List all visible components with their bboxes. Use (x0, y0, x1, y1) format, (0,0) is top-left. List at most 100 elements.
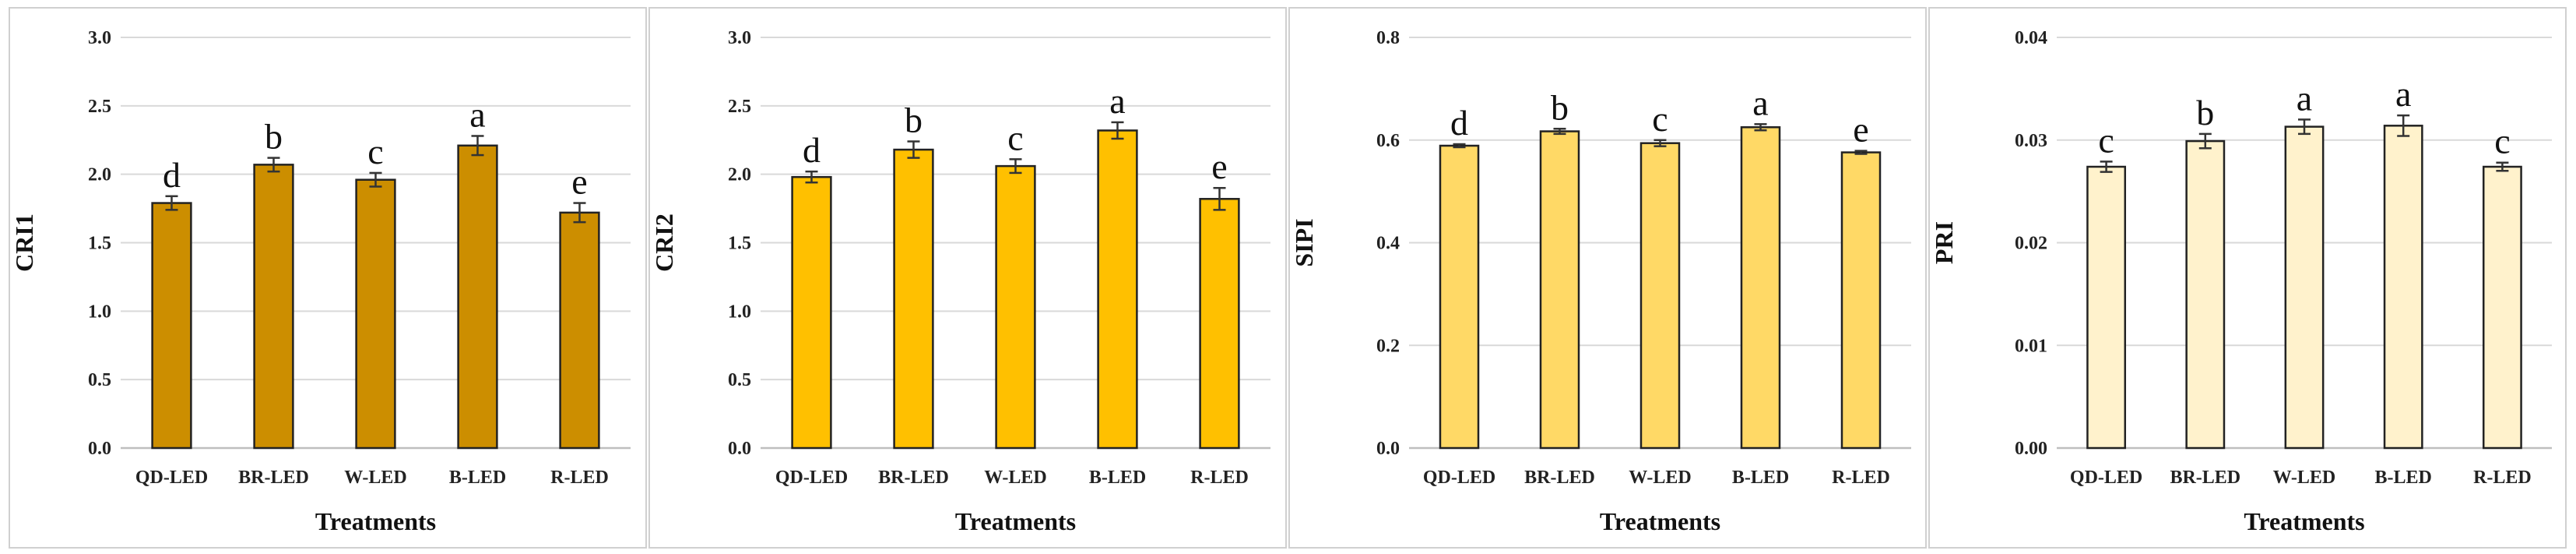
x-tick-label: BR-LED (238, 468, 309, 488)
x-tick-label: B-LED (1732, 468, 1789, 488)
x-axis-title: Treatments (1600, 507, 1720, 535)
significance-label: e (1211, 146, 1227, 186)
y-tick-label: 0.5 (728, 370, 751, 390)
y-tick-label: 3.0 (88, 28, 111, 48)
x-tick-label: QD-LED (1423, 468, 1495, 488)
y-tick-label: 0.8 (1376, 28, 1400, 48)
bar-r-led (1840, 151, 1882, 450)
y-axis-title: CRI2 (650, 213, 678, 272)
significance-label: a (469, 94, 485, 134)
panel-frame (648, 7, 1287, 549)
bar-qd-led (2086, 165, 2127, 450)
x-tick-label: R-LED (1190, 468, 1249, 488)
bar-b-led (2383, 125, 2423, 450)
y-tick-label: 0.6 (1376, 131, 1400, 151)
bar-br-led (2185, 139, 2226, 450)
bar-qd-led (1439, 144, 1480, 450)
x-tick-label: R-LED (2473, 468, 2532, 488)
significance-label: c (2494, 122, 2510, 161)
y-tick-label: 0.01 (2015, 336, 2047, 356)
x-axis-title: Treatments (2244, 507, 2364, 535)
chart-panel-pri: 0.00 0.01 0.02 0.03 0.04 PRI Treatments c QD-LED… (1928, 7, 2567, 549)
y-tick-label: 0.02 (2015, 234, 2047, 254)
chart-panel-cri2: 0.0 0.5 1.0 1.5 2.0 2.5 3.0 CRI2 Treatments d QD-L… (648, 7, 1287, 549)
bar-b-led (457, 144, 498, 450)
x-tick-label: QD-LED (135, 468, 208, 488)
y-tick-label: 2.0 (88, 165, 111, 185)
y-tick-label: 1.0 (88, 302, 111, 322)
y-axis-title: PRI (1930, 221, 1958, 264)
y-tick-label: 0.0 (88, 439, 111, 459)
significance-label: c (1652, 99, 1668, 139)
y-tick-label: 0.4 (1376, 234, 1400, 254)
y-tick-label: 2.0 (728, 165, 751, 185)
y-tick-label: 2.5 (728, 97, 751, 117)
bar-b-led (1097, 129, 1138, 450)
significance-label: c (367, 132, 383, 171)
panel-frame (1928, 7, 2567, 549)
y-tick-label: 0.0 (1376, 439, 1400, 459)
significance-label: a (2297, 78, 2312, 118)
bar-b-led (1740, 126, 1781, 450)
significance-label: b (265, 117, 283, 157)
panel-frame (9, 7, 647, 549)
y-tick-label: 0.00 (2015, 439, 2047, 459)
x-tick-label: QD-LED (775, 468, 848, 488)
x-axis-title: Treatments (315, 507, 436, 535)
y-axis-title: CRI1 (10, 213, 38, 272)
x-tick-label: BR-LED (2170, 468, 2240, 488)
chart-panel-sipi: 0.0 0.2 0.4 0.6 0.8 SIPI Treatments d QD-LED b BR-… (1288, 7, 1927, 549)
significance-label: c (2098, 120, 2114, 160)
x-tick-label: W-LED (984, 468, 1046, 488)
x-tick-label: R-LED (1832, 468, 1890, 488)
y-tick-label: 3.0 (728, 28, 751, 48)
x-tick-label: B-LED (449, 468, 506, 488)
significance-label: b (1551, 87, 1569, 127)
x-tick-label: BR-LED (1524, 468, 1595, 488)
bar-br-led (1539, 130, 1580, 450)
y-tick-label: 1.0 (728, 302, 751, 322)
significance-label: b (2196, 93, 2214, 132)
y-tick-label: 0.5 (88, 370, 111, 390)
x-tick-label: QD-LED (2070, 468, 2142, 488)
bar-w-led (1639, 142, 1681, 450)
significance-label: a (1109, 81, 1125, 121)
significance-label: d (803, 130, 821, 170)
x-tick-label: W-LED (2273, 468, 2335, 488)
y-tick-label: 0.2 (1376, 336, 1400, 356)
y-tick-label: 0.04 (2015, 28, 2047, 48)
bar-r-led (1199, 198, 1240, 450)
x-tick-label: B-LED (2375, 468, 2432, 488)
significance-label: c (1007, 118, 1023, 157)
significance-label: a (1752, 83, 1768, 122)
y-tick-label: 2.5 (88, 97, 111, 117)
bar-w-led (2284, 125, 2325, 450)
bar-w-led (995, 164, 1036, 450)
y-tick-label: 1.5 (88, 234, 111, 254)
bar-br-led (893, 148, 934, 450)
x-tick-label: R-LED (550, 468, 609, 488)
chart-panel-cri1: 0.0 0.5 1.0 1.5 2.0 2.5 3.0 CRI1 Treatments d QD-L… (9, 7, 647, 549)
significance-label: d (163, 155, 181, 195)
significance-label: e (1853, 110, 1868, 150)
bar-r-led (559, 211, 600, 450)
x-axis-title: Treatments (955, 507, 1076, 535)
bar-w-led (355, 178, 396, 450)
panel-frame (1288, 7, 1927, 549)
bar-qd-led (151, 202, 192, 450)
y-tick-label: 0.03 (2015, 131, 2047, 151)
bar-qd-led (791, 175, 832, 450)
bar-r-led (2482, 165, 2522, 450)
y-tick-label: 0.0 (728, 439, 751, 459)
significance-label: b (905, 101, 923, 140)
x-tick-label: B-LED (1089, 468, 1146, 488)
y-axis-title: SIPI (1290, 218, 1318, 266)
x-tick-label: W-LED (1629, 468, 1691, 488)
significance-label: e (571, 162, 587, 202)
y-tick-label: 1.5 (728, 234, 751, 254)
significance-label: a (2395, 74, 2411, 114)
significance-label: d (1450, 103, 1468, 143)
bar-br-led (253, 164, 294, 450)
x-tick-label: BR-LED (878, 468, 949, 488)
x-tick-label: W-LED (344, 468, 406, 488)
